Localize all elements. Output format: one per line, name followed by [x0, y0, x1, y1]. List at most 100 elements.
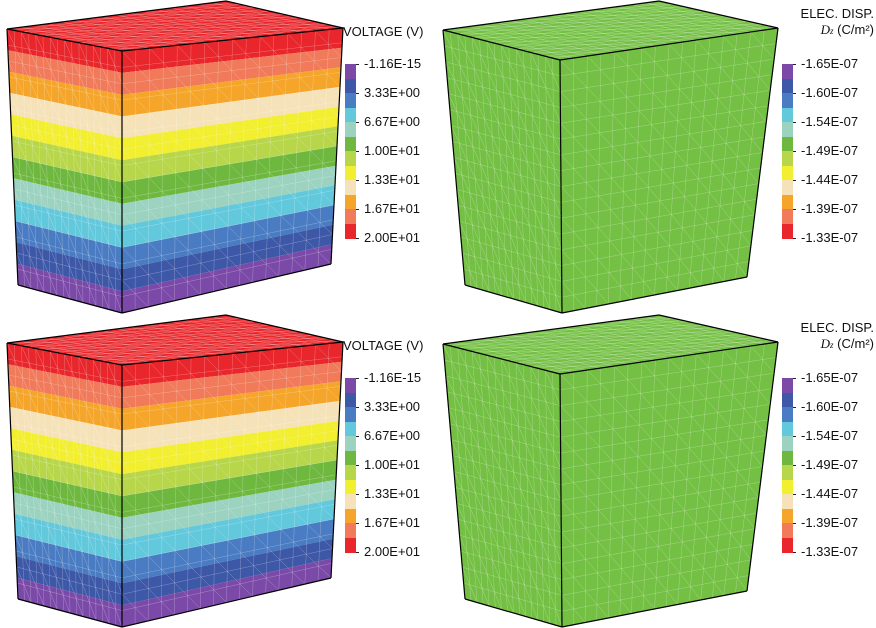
dz-legend-swatch	[782, 450, 793, 466]
voltage-legend-tick-mark	[356, 151, 359, 152]
voltage-legend-swatch	[345, 508, 356, 524]
cube-right-band	[122, 47, 342, 95]
dz-legend-tick-label: -1.49E-07	[801, 143, 859, 158]
cube-right-band	[122, 244, 332, 313]
voltage-legend-swatch	[345, 93, 356, 108]
voltage-legend-swatch	[345, 421, 356, 437]
cube-left-band	[16, 242, 123, 292]
dz-legend-swatch	[782, 122, 793, 137]
cube-right-band	[122, 519, 334, 584]
voltage-legend-tick-label: 2.00E+01	[364, 230, 421, 245]
dz-legend-title-line2: Dz (C/m²)	[778, 336, 874, 353]
dz-panel-top: ELEC. DISP. Dz (C/m²) -1.65E-07 -1.60E-07…	[438, 0, 876, 314]
cube-right-band	[122, 558, 332, 627]
dz-legend-swatch	[782, 523, 793, 538]
cube-left-band	[12, 471, 122, 518]
dz-legend-tick-mark	[793, 494, 796, 495]
voltage-legend-tick-label: 6.67E+00	[364, 114, 421, 129]
dz-legend-tick-label: -1.65E-07	[801, 370, 859, 385]
dz-legend-title-line1: ELEC. DISP.	[800, 6, 874, 21]
dz-cube-right-face	[560, 342, 778, 627]
voltage-legend-swatch	[345, 165, 356, 181]
cube-left-band	[16, 556, 123, 606]
cube-right-band	[122, 479, 336, 540]
dz-cube-left-face	[443, 344, 562, 627]
dz-legend-swatch	[782, 436, 793, 451]
cube-right-band	[122, 538, 333, 606]
voltage-legend-tick-label: 1.00E+01	[364, 457, 421, 472]
voltage-legend-tick-mark	[356, 64, 359, 65]
cube-right-band	[122, 185, 335, 248]
dz-cube-bottom	[442, 314, 779, 628]
dz-legend-tick-mark	[793, 523, 796, 524]
voltage-legend-swatch	[345, 180, 356, 195]
dz-cube-edges	[442, 314, 779, 628]
dz-legend-title: ELEC. DISP. Dz (C/m²)	[778, 6, 874, 39]
dz-legend-swatch	[782, 194, 793, 210]
dz-legend-title-line1: ELEC. DISP.	[800, 320, 874, 335]
cube-right-band	[122, 224, 333, 292]
dz-legend-tick-label: -1.49E-07	[801, 457, 859, 472]
dz-legend-swatch	[782, 378, 793, 393]
voltage-legend-tick-mark	[356, 209, 359, 210]
cube-top-mesh	[6, 314, 344, 366]
voltage-legend-swatch	[345, 107, 356, 123]
dz-cube-top	[442, 0, 779, 314]
cube-left-band	[15, 221, 122, 270]
cube-right-band	[122, 106, 339, 161]
voltage-legend-tick-mark	[356, 552, 359, 553]
voltage-legend-swatch	[345, 64, 356, 79]
voltage-panel-bottom: VOLTAGE (V) -1.16E-15 3.33E+00 6.67E+00 1.0…	[0, 314, 438, 628]
dz-legend-title: ELEC. DISP. Dz (C/m²)	[778, 320, 874, 353]
voltage-legend-tick-label: -1.16E-15	[364, 56, 422, 71]
cube-left-band	[8, 71, 122, 117]
dz-legend-tick-label: -1.44E-07	[801, 486, 859, 501]
cube-right-band	[122, 499, 335, 562]
cube-top-face	[7, 1, 343, 51]
dz-legend-swatch	[782, 407, 793, 422]
cube-right-band	[122, 165, 336, 226]
dz-legend-tick-mark	[793, 180, 796, 181]
cube-left-band	[8, 385, 122, 431]
cube-left-band	[11, 449, 123, 496]
dz-unit: (C/m²)	[837, 336, 874, 351]
dz-legend-title-line2: Dz (C/m²)	[778, 22, 874, 39]
voltage-legend-tick-mark	[356, 122, 359, 123]
voltage-legend-swatch	[345, 479, 356, 495]
cube-edges	[6, 314, 344, 628]
dz-legend-tick-mark	[793, 436, 796, 437]
cube-edges	[6, 0, 344, 314]
cube-top-mesh	[6, 0, 344, 52]
dz-legend-tick-label: -1.54E-07	[801, 114, 859, 129]
dz-legend-tick-label: -1.33E-07	[801, 544, 859, 559]
cube-left-band	[14, 513, 122, 562]
voltage-legend-title: VOLTAGE (V)	[343, 24, 424, 39]
voltage-legend-swatch	[345, 194, 356, 210]
dz-legend-swatch	[782, 537, 793, 553]
dz-cube-top-face	[443, 315, 778, 374]
dz-legend-swatch	[782, 223, 793, 239]
voltage-legend-tick-label: 1.67E+01	[364, 515, 421, 530]
cube-left-band	[17, 263, 123, 313]
dz-legend-tick-label: -1.54E-07	[801, 428, 859, 443]
dz-legend-swatch	[782, 479, 793, 495]
cube-left-band	[7, 364, 122, 409]
dz-right-mesh	[559, 27, 779, 314]
dz-cube-top-face	[443, 1, 778, 60]
dz-legend-swatch	[782, 421, 793, 437]
voltage-legend-tick-label: 1.00E+01	[364, 143, 421, 158]
voltage-legend-tick-label: -1.16E-15	[364, 370, 422, 385]
dz-unit: (C/m²)	[837, 22, 874, 37]
cube-right-band	[122, 361, 342, 409]
voltage-legend-tick-label: 2.00E+01	[364, 544, 421, 559]
voltage-legend-swatch	[345, 136, 356, 152]
dz-symbol-sub: z	[830, 340, 834, 350]
voltage-legend-swatch	[345, 465, 356, 480]
cube-left-band	[11, 135, 123, 182]
cube-left-band	[12, 157, 122, 204]
voltage-legend-title: VOLTAGE (V)	[343, 338, 424, 353]
cube-left-band	[7, 29, 122, 73]
voltage-legend-tick-label: 3.33E+00	[364, 85, 421, 100]
cube-right-band	[122, 460, 337, 518]
cube-left-band	[10, 428, 123, 475]
